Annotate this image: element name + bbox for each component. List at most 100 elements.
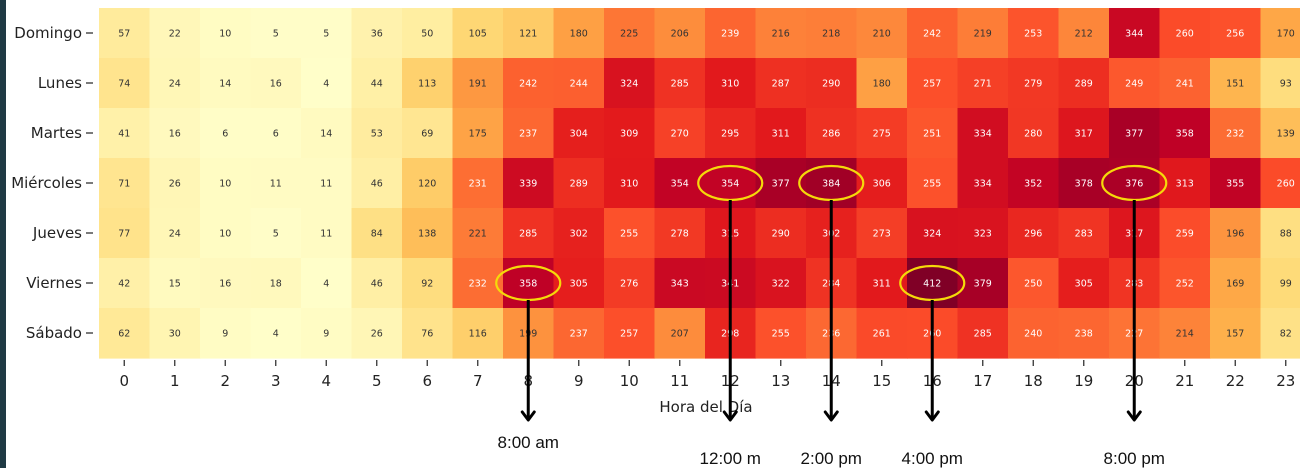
left-edge-bar <box>0 0 6 468</box>
x-tick-label: 5 <box>372 372 382 390</box>
cell-value: 344 <box>1125 29 1143 40</box>
heatmap-cell <box>1210 208 1262 259</box>
heatmap-cell <box>1210 108 1262 159</box>
cell-value: 71 <box>118 179 130 190</box>
cell-value: 287 <box>772 79 790 90</box>
cell-value: 255 <box>772 329 790 340</box>
highlight-arrow-head <box>1126 410 1142 422</box>
x-tick-label: 1 <box>170 372 180 390</box>
cell-value: 378 <box>1075 179 1093 190</box>
cell-value: 225 <box>620 29 638 40</box>
cell-value: 15 <box>169 279 181 290</box>
heatmap-cell <box>1008 208 1060 259</box>
heatmap-cell <box>604 258 656 309</box>
cell-value: 4 <box>273 329 279 340</box>
heatmap-cell <box>200 308 252 359</box>
heatmap-cell <box>553 158 605 209</box>
heatmap-cell <box>1058 8 1110 59</box>
cell-value: 334 <box>974 129 992 140</box>
heatmap-cell <box>452 308 504 359</box>
cell-value: 305 <box>1075 279 1093 290</box>
cell-value: 116 <box>469 329 487 340</box>
y-tick-label: Domingo <box>14 24 82 42</box>
heatmap-cell <box>149 108 201 159</box>
heatmap-cell <box>705 8 757 59</box>
heatmap-cell <box>957 208 1009 259</box>
heatmap-cell <box>705 108 757 159</box>
heatmap-cell <box>755 258 807 309</box>
heatmap-cell <box>1159 308 1211 359</box>
cell-value: 302 <box>570 229 588 240</box>
cell-value: 74 <box>118 79 130 90</box>
heatmap-cell <box>755 108 807 159</box>
cell-value: 343 <box>671 279 689 290</box>
cell-value: 412 <box>923 279 941 290</box>
cell-value: 270 <box>671 129 689 140</box>
highlight-arrow-head <box>520 410 536 422</box>
cell-value: 9 <box>323 329 329 340</box>
cell-value: 24 <box>169 229 181 240</box>
cell-value: 322 <box>772 279 790 290</box>
heatmap-cell <box>149 8 201 59</box>
heatmap-cell <box>1210 258 1262 309</box>
cell-value: 240 <box>1024 329 1042 340</box>
cell-value: 9 <box>222 329 228 340</box>
cell-value: 278 <box>671 229 689 240</box>
cell-value: 44 <box>371 79 383 90</box>
cell-value: 46 <box>371 179 383 190</box>
cell-value: 251 <box>923 129 941 140</box>
heatmap-cell <box>149 308 201 359</box>
heatmap-cell <box>1210 158 1262 209</box>
cell-value: 232 <box>1226 129 1244 140</box>
cell-value: 139 <box>1277 129 1295 140</box>
cell-value: 206 <box>671 29 689 40</box>
heatmap-cell <box>200 58 252 109</box>
cell-value: 279 <box>1024 79 1042 90</box>
cell-value: 354 <box>721 179 739 190</box>
cell-value: 273 <box>873 229 891 240</box>
cell-value: 82 <box>1280 329 1292 340</box>
y-axis-labels: Domingo Lunes Martes Miércoles Jueves Viernes… <box>11 24 93 342</box>
cell-value: 214 <box>1176 329 1194 340</box>
x-tick-label: 17 <box>973 372 992 390</box>
cell-value: 257 <box>620 329 638 340</box>
heatmap-cell <box>402 208 454 259</box>
x-tick-label: 10 <box>620 372 639 390</box>
highlight-label: 8:00 pm <box>1104 449 1165 468</box>
cell-value: 271 <box>974 79 992 90</box>
y-tick-label: Martes <box>31 124 82 142</box>
heatmap-cell <box>200 208 252 259</box>
cell-value: 210 <box>873 29 891 40</box>
heatmap-cell <box>149 258 201 309</box>
heatmap-cell <box>200 8 252 59</box>
heatmap-cell <box>452 208 504 259</box>
cell-value: 249 <box>1125 79 1143 90</box>
heatmap-cell <box>452 8 504 59</box>
heatmap-cell <box>250 108 302 159</box>
heatmap-cell <box>957 8 1009 59</box>
heatmap-cell <box>1058 58 1110 109</box>
cell-value: 11 <box>320 229 332 240</box>
heatmap-cell <box>1109 8 1161 59</box>
heatmap-cell <box>856 58 908 109</box>
cell-value: 261 <box>873 329 891 340</box>
cell-value: 212 <box>1075 29 1093 40</box>
heatmap-cell <box>99 258 151 309</box>
x-tick-label: 6 <box>422 372 432 390</box>
heatmap-cell <box>1008 258 1060 309</box>
cell-value: 41 <box>118 129 130 140</box>
cell-value: 244 <box>570 79 588 90</box>
cell-value: 4 <box>323 79 329 90</box>
heatmap-cell <box>1260 8 1300 59</box>
x-axis-labels: 01234567891011121314151617181920212223 <box>119 360 1295 390</box>
cell-value: 105 <box>469 29 487 40</box>
cell-value: 295 <box>721 129 739 140</box>
cell-value: 57 <box>118 29 130 40</box>
heatmap-cell <box>503 108 555 159</box>
heatmap-cell <box>351 58 403 109</box>
heatmap-cell <box>1109 108 1161 159</box>
cell-value: 10 <box>219 29 231 40</box>
heatmap-cell <box>654 258 706 309</box>
heatmap-cell <box>149 58 201 109</box>
